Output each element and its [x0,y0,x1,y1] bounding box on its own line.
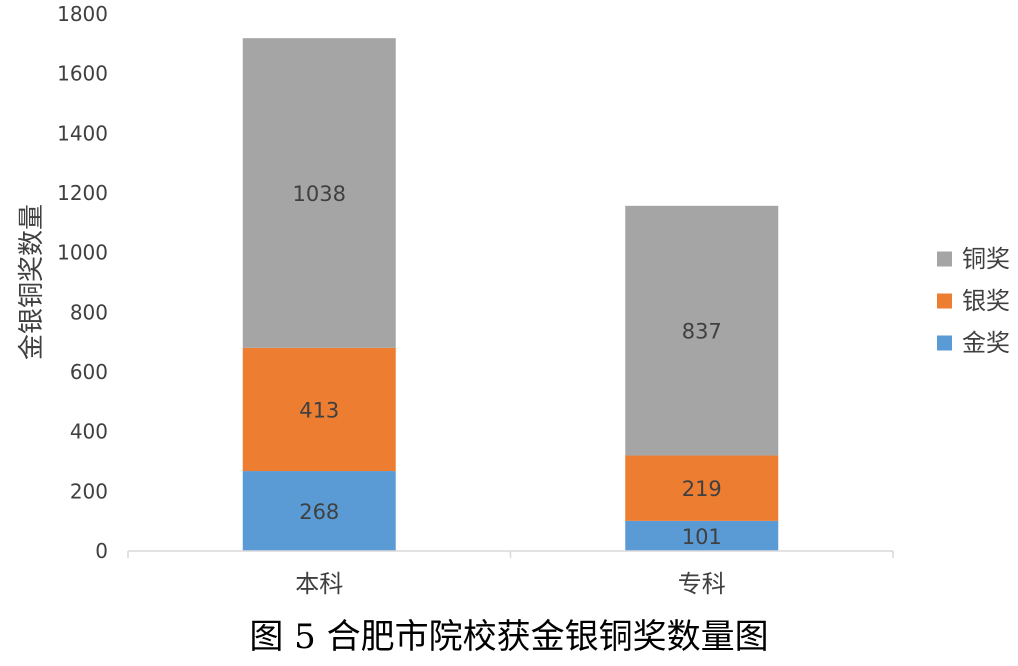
data-label: 413 [299,398,339,422]
y-tick-label: 400 [70,420,108,444]
bar-segment [625,455,779,521]
legend-swatch [937,335,952,351]
legend-item: 金奖 [937,329,1010,357]
category-labels: 本科 专科 [295,570,726,598]
legend-label: 铜奖 [962,245,1010,273]
legend-label: 金奖 [962,329,1010,357]
y-tick-label: 600 [70,360,108,384]
data-label: 837 [682,320,722,344]
legend-label: 银奖 [962,287,1010,315]
x-tick-marks [127,551,894,558]
bar-segment [625,205,779,456]
y-axis-title: 金银铜奖数量 [17,204,47,360]
category-label: 本科 [295,570,343,598]
legend-item: 银奖 [937,287,1010,315]
data-labels: 268 413 1038 101 219 837 [293,182,722,549]
bar-segment [242,471,396,551]
y-tick-label: 0 [95,539,108,563]
data-label: 101 [682,525,722,549]
y-tick-label: 1600 [57,62,108,86]
legend-item: 铜奖 [937,245,1010,273]
data-label: 219 [682,477,722,501]
y-axis-title-group: 金银铜奖数量 [17,204,47,360]
figure-caption: 图 5 合肥市院校获金银铜奖数量图 [249,617,768,657]
bar-segment [242,347,396,472]
y-tick-label: 800 [70,300,108,324]
data-label: 268 [299,500,339,524]
y-tick-label: 1200 [57,181,108,205]
y-tick-label: 1000 [57,241,108,265]
bar-segment [625,520,779,551]
category-label: 专科 [678,570,726,598]
legend-swatch [937,251,952,267]
y-tick-label: 1400 [57,121,108,145]
y-tick-label: 1800 [57,2,108,26]
y-tick-labels: 0 200 400 600 800 1000 1200 1400 1600 1800 [57,2,108,563]
data-label: 1038 [293,182,346,206]
bar-segment [242,38,396,348]
bars [242,38,779,551]
y-tick-label: 200 [70,479,108,503]
legend-swatch [937,293,952,309]
